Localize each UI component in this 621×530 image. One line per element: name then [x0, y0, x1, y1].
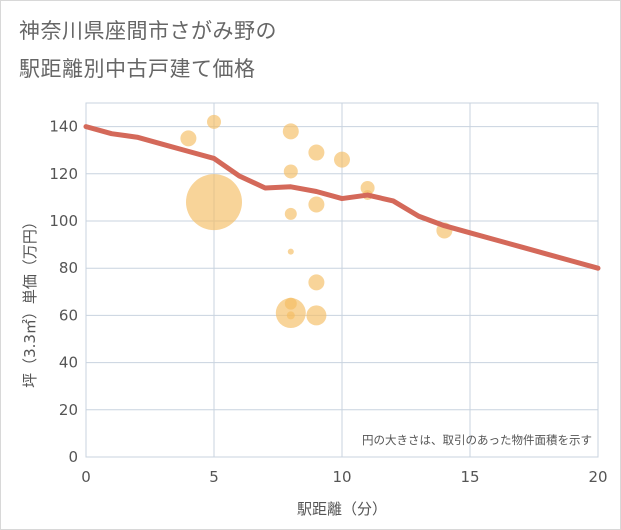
trend-line: [83, 124, 601, 271]
bubble-point: [180, 130, 197, 147]
y-tick-label: 40: [59, 354, 78, 372]
bubble-point: [286, 311, 295, 320]
y-axis-label: 坪（3.3㎡）単価（万円）: [21, 214, 39, 388]
x-tick-label: 5: [209, 468, 219, 486]
bubble-point: [283, 164, 298, 179]
bubble-point: [308, 144, 325, 161]
bubble-point: [284, 207, 297, 220]
bubble-point: [186, 174, 242, 231]
x-axis-label: 駅距離（分）: [297, 500, 387, 518]
y-tick-label: 140: [49, 118, 78, 136]
x-axis-ticks: 0 5 10 15 20: [81, 468, 607, 486]
bubble-point: [207, 114, 221, 129]
x-tick-label: 0: [81, 468, 91, 486]
bubble-point: [287, 248, 294, 255]
chart-title-line1: 神奈川県座間市さがみ野の: [19, 19, 277, 43]
grid-lines: [85, 103, 599, 458]
bubble-point: [308, 196, 325, 213]
y-tick-label: 120: [49, 165, 78, 183]
bubble-point: [334, 151, 350, 168]
y-tick-label: 60: [59, 306, 78, 324]
size-note: 円の大きさは、取引のあった物件面積を示す: [362, 433, 592, 447]
x-tick-label: 10: [332, 468, 351, 486]
y-tick-label: 0: [68, 448, 78, 466]
y-axis-ticks: 0 20 40 60 80 100 120 140: [49, 118, 78, 466]
chart-title-line2: 駅距離別中古戸建て価格: [19, 57, 256, 81]
bubble-point: [308, 274, 325, 291]
bubble-series: [180, 114, 453, 329]
bubble-point: [306, 305, 327, 326]
bubble-point: [282, 123, 299, 140]
x-tick-label: 20: [588, 468, 607, 486]
bubble-point: [360, 180, 375, 195]
y-tick-label: 100: [49, 212, 78, 230]
x-tick-label: 15: [460, 468, 479, 486]
y-tick-label: 20: [59, 401, 78, 419]
y-tick-label: 80: [59, 259, 78, 277]
